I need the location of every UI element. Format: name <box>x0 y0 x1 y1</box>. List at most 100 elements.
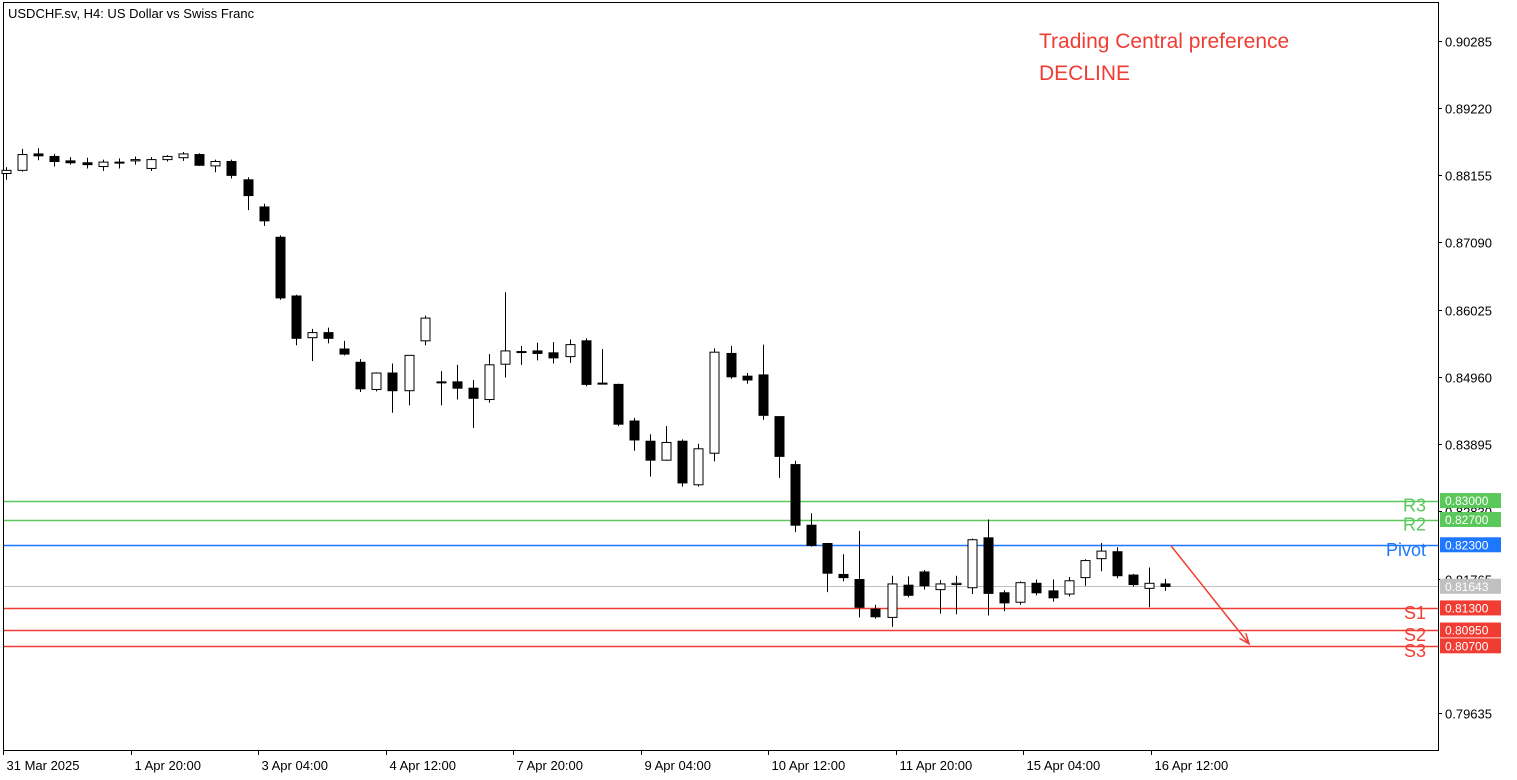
candle-body <box>790 464 801 526</box>
x-tick-label: 31 Mar 2025 <box>7 758 80 773</box>
candle <box>275 235 286 300</box>
candle <box>307 328 318 362</box>
candle-body <box>1128 574 1139 586</box>
level-label-pivot: Pivot <box>1386 540 1426 560</box>
candle-body <box>355 361 366 390</box>
level-label-s2: S2 <box>1404 625 1426 645</box>
candle-body <box>146 159 157 169</box>
candle <box>1031 579 1042 596</box>
price-tag-pivot: 0.82300 <box>1440 537 1501 553</box>
candle <box>1128 573 1139 587</box>
price-tag-r3: 0.83000 <box>1440 493 1501 509</box>
candle <box>339 340 350 356</box>
candle-body <box>1112 551 1123 577</box>
candle <box>758 344 769 420</box>
price-tags: 0.81643 0.83000 0.82700 0.82300 0.81300 0.809… <box>1440 493 1501 654</box>
candle <box>516 345 527 365</box>
candle-body <box>65 160 76 164</box>
candle <box>1 167 12 180</box>
forecast-arrow-head <box>1239 633 1251 646</box>
candle-body <box>1144 582 1155 589</box>
price-tag-pivot-label: 0.82300 <box>1445 538 1489 552</box>
candle-body <box>854 579 865 608</box>
candle-body <box>903 584 914 596</box>
candle <box>436 371 447 406</box>
candle <box>870 604 881 619</box>
y-tick-label: 0.79635 <box>1445 707 1492 722</box>
candle <box>838 554 849 582</box>
candle-body <box>1160 583 1171 587</box>
candle <box>565 339 576 363</box>
y-tick-label: 0.88155 <box>1445 169 1492 184</box>
candle-body <box>806 524 817 546</box>
candle <box>162 155 173 162</box>
x-tick-label: 11 Apr 20:00 <box>900 758 973 773</box>
candle-body <box>387 372 398 392</box>
candle <box>210 159 221 173</box>
candle-body <box>436 381 447 384</box>
candle <box>742 373 753 384</box>
x-tick-label: 1 Apr 20:00 <box>135 758 202 773</box>
candle-body <box>275 236 286 299</box>
candle-body <box>210 160 221 167</box>
candle <box>790 460 801 533</box>
candle-body <box>1015 582 1026 603</box>
candle-body <box>919 571 930 587</box>
candle <box>17 148 28 172</box>
candle-body <box>114 161 125 164</box>
y-tick-label: 0.86025 <box>1445 304 1492 319</box>
candle <box>1015 581 1026 605</box>
candle <box>452 364 463 400</box>
candle-body <box>951 582 962 586</box>
candle <box>613 383 624 427</box>
candle-body <box>420 317 431 342</box>
candle <box>709 348 720 462</box>
candle <box>903 576 914 598</box>
candle-body <box>259 206 270 222</box>
candle <box>82 157 93 169</box>
price-tag-s3: 0.80700 <box>1440 638 1501 654</box>
candle <box>951 575 962 615</box>
forecast-arrow-line <box>1170 545 1250 645</box>
candle-body <box>243 179 254 197</box>
candle-body <box>307 332 318 339</box>
candle <box>822 542 833 593</box>
candle-body <box>49 155 60 162</box>
candle <box>130 156 141 165</box>
candle <box>1048 579 1059 602</box>
candle-body <box>742 375 753 381</box>
pivot-levels <box>4 500 1438 648</box>
candle-body <box>887 583 898 618</box>
candle <box>98 159 109 171</box>
candle <box>983 519 994 616</box>
price-tag-s2-label: 0.80950 <box>1445 624 1489 638</box>
candle-body <box>709 351 720 454</box>
candle-body <box>935 583 946 591</box>
price-axis: 0.90285 0.89220 0.88155 0.87090 0.86025 0.849… <box>1438 35 1492 722</box>
candle-body <box>371 372 382 390</box>
candle <box>935 580 946 614</box>
y-tick-label: 0.83895 <box>1445 438 1492 453</box>
candle-body <box>870 608 881 618</box>
y-tick-label: 0.87090 <box>1445 236 1492 251</box>
candle <box>629 417 640 451</box>
price-tag-s2: 0.80950 <box>1440 622 1501 638</box>
candle-body <box>999 592 1010 604</box>
candle-body <box>130 159 141 162</box>
y-tick-label: 0.90285 <box>1445 35 1492 50</box>
price-tag-pivot-box <box>1440 537 1501 553</box>
candle <box>371 372 382 392</box>
candle-body <box>291 295 302 339</box>
candle <box>532 342 543 361</box>
candle-body <box>1 169 12 174</box>
candle <box>774 416 785 478</box>
candle-body <box>452 381 463 389</box>
candle-body <box>468 387 479 399</box>
candle-body <box>484 364 495 401</box>
candle <box>999 590 1010 612</box>
candle-body <box>645 440 656 461</box>
candle-body <box>323 332 334 339</box>
price-tag-r3-label: 0.83000 <box>1445 494 1489 508</box>
candle-body <box>629 420 640 441</box>
candle-body <box>967 539 978 589</box>
